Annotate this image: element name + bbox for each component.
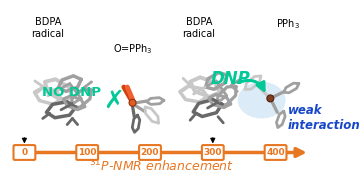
FancyBboxPatch shape [13,145,35,160]
Text: PPh$_3$: PPh$_3$ [276,17,300,31]
Circle shape [267,95,274,102]
Text: 400: 400 [266,148,285,157]
Text: BDPA
radical: BDPA radical [182,17,215,39]
Text: 200: 200 [141,148,159,157]
FancyBboxPatch shape [202,145,224,160]
Text: DNP: DNP [210,70,250,88]
Ellipse shape [238,82,286,119]
Text: O=PPh$_3$: O=PPh$_3$ [113,42,152,56]
Text: BDPA
radical: BDPA radical [32,17,65,39]
FancyBboxPatch shape [265,145,286,160]
Text: NO DNP: NO DNP [42,86,101,99]
Text: ✗: ✗ [103,89,124,113]
FancyBboxPatch shape [139,145,161,160]
FancyBboxPatch shape [76,145,98,160]
Text: 300: 300 [204,148,222,157]
Text: weak
interaction: weak interaction [288,104,360,132]
Text: 100: 100 [78,148,97,157]
Text: 0: 0 [21,148,28,157]
Text: $^{31}$P-NMR enhancement: $^{31}$P-NMR enhancement [89,158,234,175]
Circle shape [129,99,136,106]
